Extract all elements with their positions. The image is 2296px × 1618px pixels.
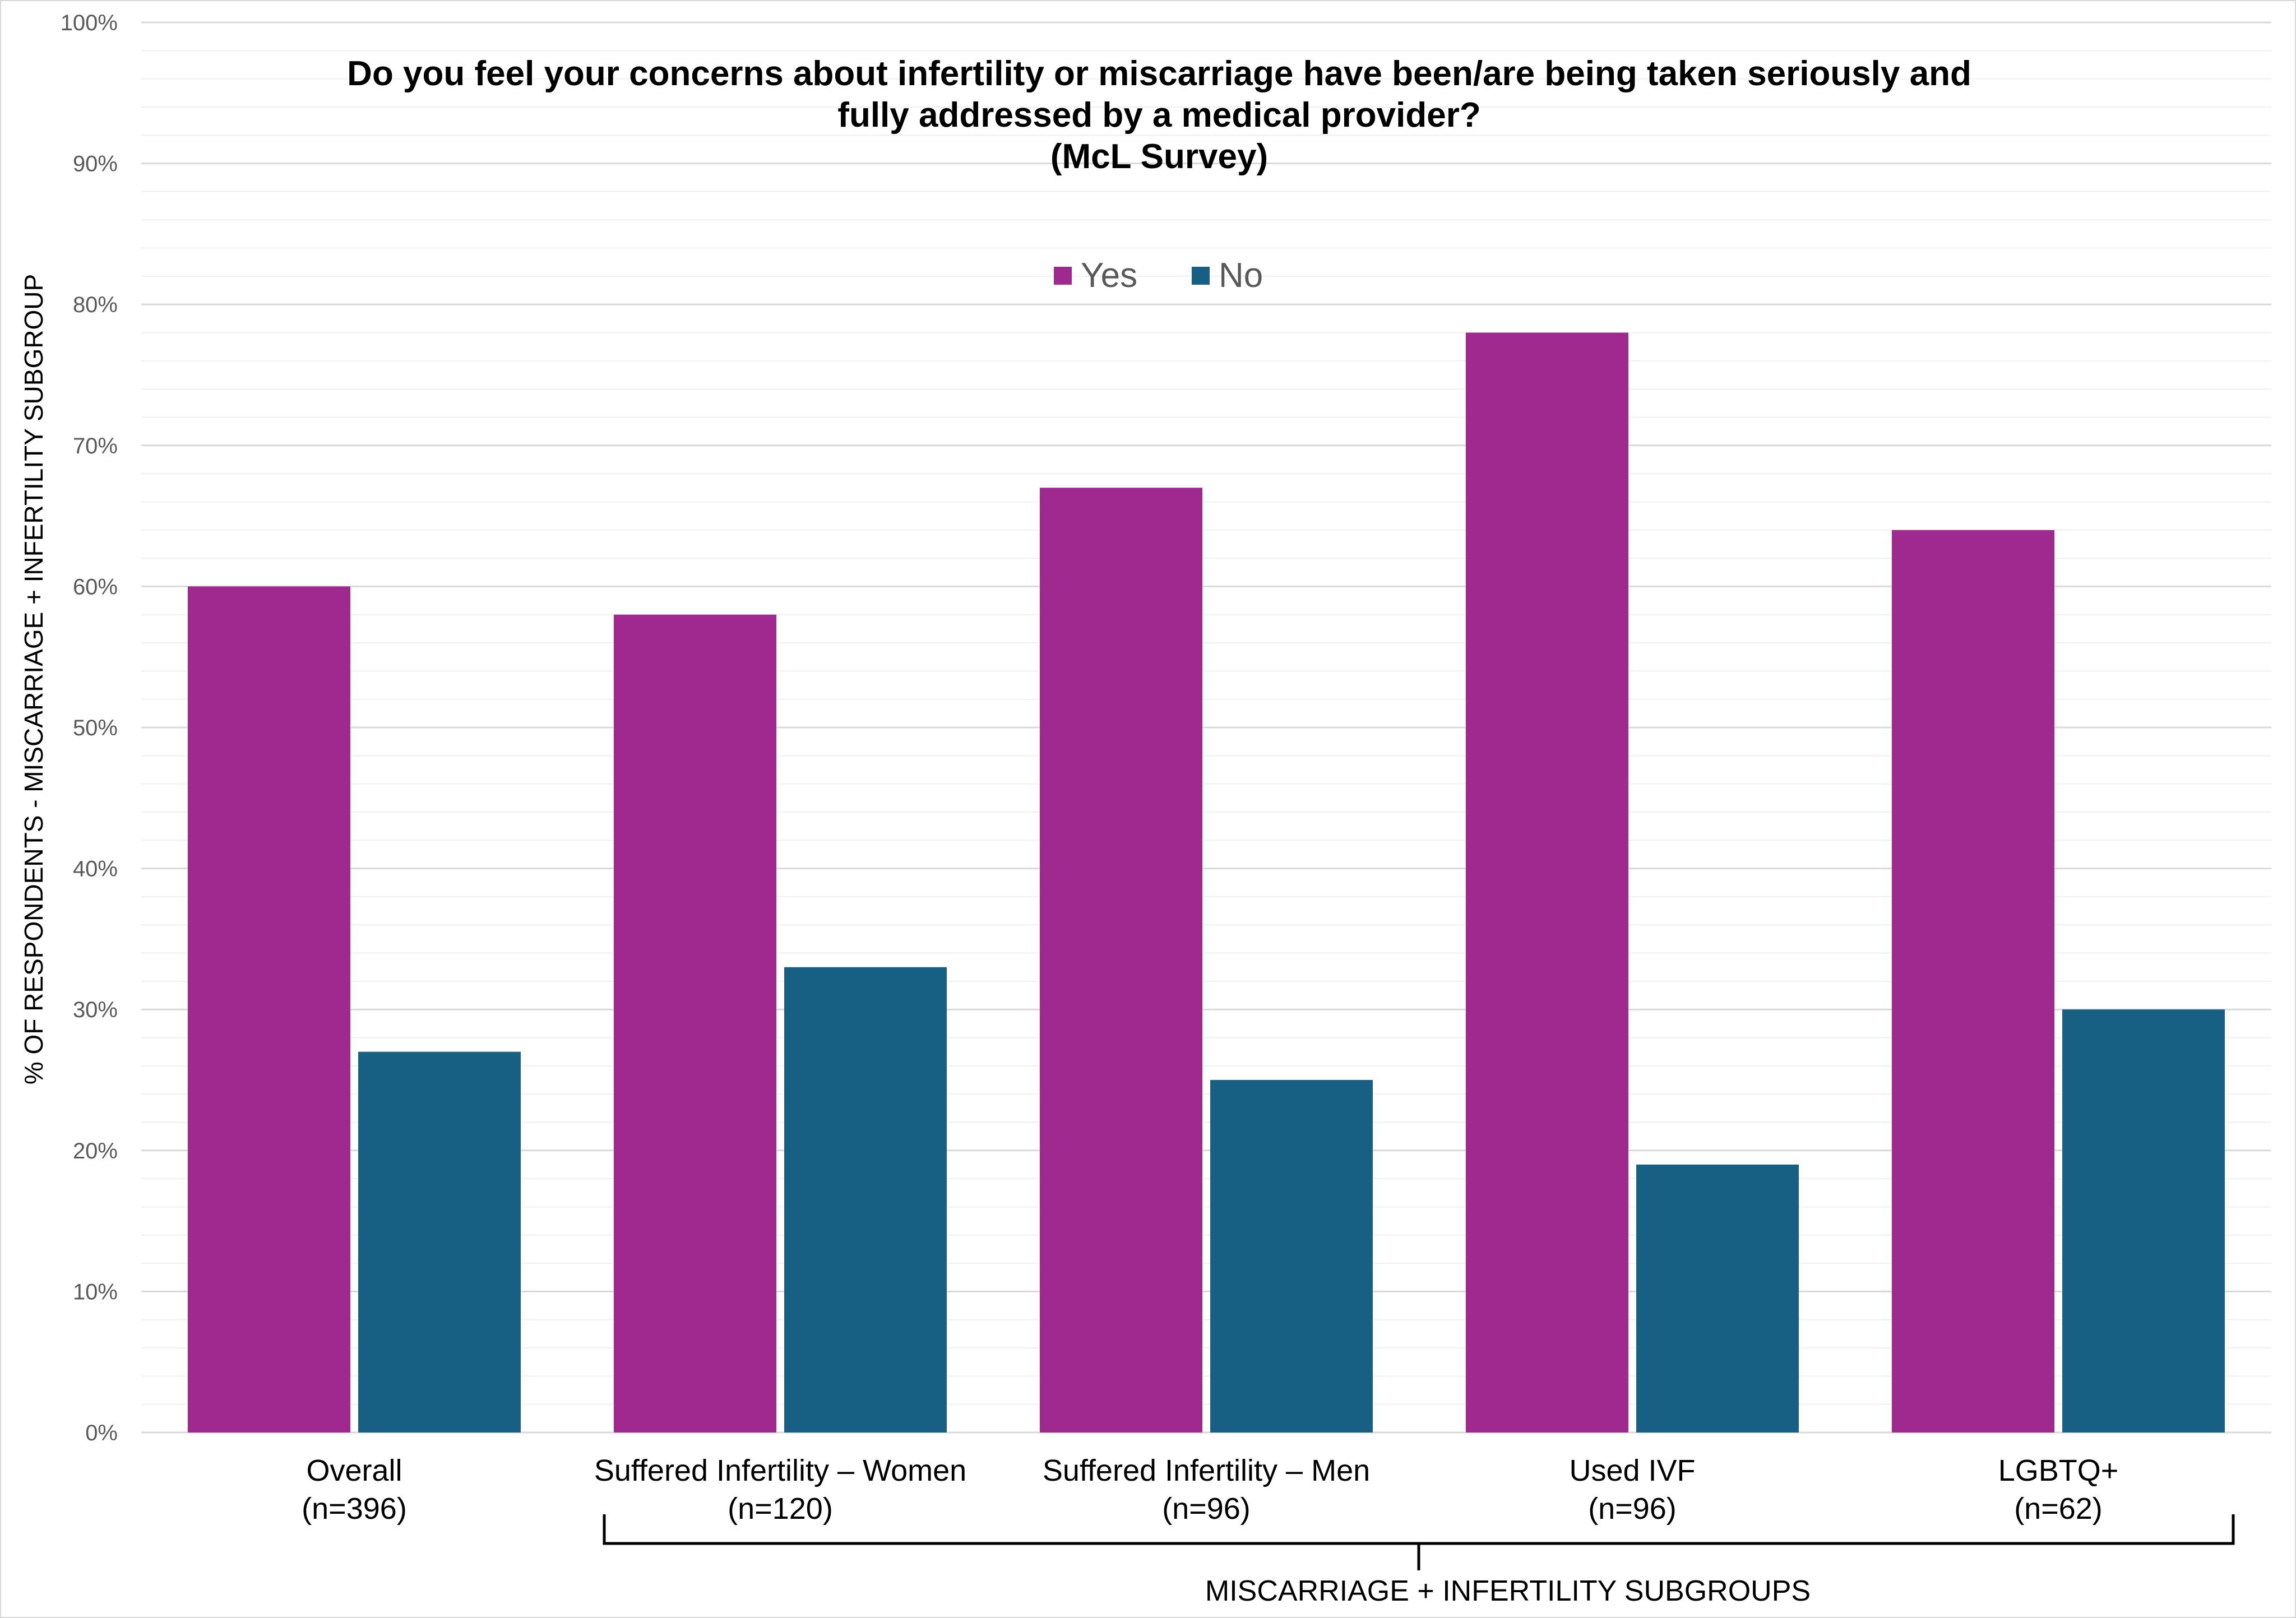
category-label: LGBTQ+ xyxy=(1998,1454,2119,1487)
chart-title-line: fully addressed by a medical provider? xyxy=(837,96,1480,135)
y-tick-label: 50% xyxy=(73,716,118,740)
legend-label-yes: Yes xyxy=(1081,256,1137,295)
subgroup-bracket-line xyxy=(603,1514,2235,1570)
bar-no-4 xyxy=(2062,1009,2225,1432)
category-label: Used IVF xyxy=(1569,1454,1695,1487)
y-tick-label: 90% xyxy=(73,152,118,177)
x-axis-labels: Overall (n=396) Suffered Infertility – Wom… xyxy=(302,1454,2118,1526)
category-n-label: (n=396) xyxy=(302,1492,407,1526)
category-n-label: (n=96) xyxy=(1162,1492,1251,1526)
y-tick-label: 100% xyxy=(61,11,118,35)
legend-swatch-yes xyxy=(1054,267,1072,285)
category-n-label: (n=62) xyxy=(2014,1492,2103,1526)
subgroup-bracket-label: MISCARRIAGE + INFERTILITY SUBGROUPS xyxy=(1205,1575,1811,1607)
legend-label-no: No xyxy=(1219,256,1263,295)
category-label: Suffered Infertility – Men xyxy=(1043,1454,1370,1487)
chart-title: Do you feel your concerns about infertil… xyxy=(347,54,1971,176)
bar-no-1 xyxy=(784,967,947,1432)
bar-no-3 xyxy=(1636,1164,1799,1432)
category-label: Overall xyxy=(306,1454,402,1487)
y-tick-label: 30% xyxy=(73,998,118,1022)
y-tick-label: 0% xyxy=(85,1421,118,1445)
bar-no-2 xyxy=(1210,1080,1373,1432)
bar-no-0 xyxy=(358,1051,521,1432)
chart-title-line: Do you feel your concerns about infertil… xyxy=(347,54,1971,93)
y-tick-label: 20% xyxy=(73,1139,118,1163)
y-tick-label: 40% xyxy=(73,857,118,882)
bar-yes-4 xyxy=(1892,530,2054,1432)
category-n-label: (n=96) xyxy=(1588,1492,1677,1526)
chart-title-line: (McL Survey) xyxy=(1050,137,1268,176)
y-tick-label: 80% xyxy=(73,293,118,317)
legend: Yes No xyxy=(1054,256,1263,295)
y-axis-ticks: 0% 10% 20% 30% 40% 50% 60% 70% 80% 90% 100% xyxy=(61,11,118,1445)
y-tick-label: 60% xyxy=(73,574,118,599)
bars xyxy=(188,332,2225,1432)
bar-yes-0 xyxy=(188,586,350,1432)
legend-swatch-no xyxy=(1192,267,1210,285)
y-axis-title: % OF RESPONDENTS - MISCARRIAGE + INFERTI… xyxy=(19,274,48,1084)
category-label: Suffered Infertility – Women xyxy=(594,1454,966,1487)
y-tick-label: 10% xyxy=(73,1279,118,1304)
bar-yes-3 xyxy=(1466,332,1628,1432)
bar-yes-2 xyxy=(1040,488,1202,1432)
subgroup-bracket xyxy=(603,1514,2235,1570)
bar-yes-1 xyxy=(614,614,776,1432)
y-tick-label: 70% xyxy=(73,434,118,458)
category-n-label: (n=120) xyxy=(728,1492,833,1526)
